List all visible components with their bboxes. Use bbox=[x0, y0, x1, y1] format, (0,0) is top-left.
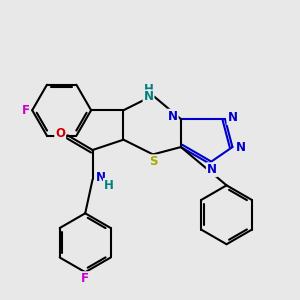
Text: N: N bbox=[227, 111, 237, 124]
Text: S: S bbox=[149, 155, 157, 168]
Text: F: F bbox=[22, 104, 30, 117]
Text: H: H bbox=[144, 82, 154, 95]
Text: H: H bbox=[104, 179, 114, 192]
Text: N: N bbox=[143, 91, 154, 103]
Text: O: O bbox=[55, 127, 65, 140]
Text: N: N bbox=[96, 172, 106, 184]
Text: N: N bbox=[168, 110, 178, 123]
Text: N: N bbox=[236, 141, 246, 154]
Text: N: N bbox=[207, 163, 217, 176]
Text: F: F bbox=[81, 272, 89, 285]
